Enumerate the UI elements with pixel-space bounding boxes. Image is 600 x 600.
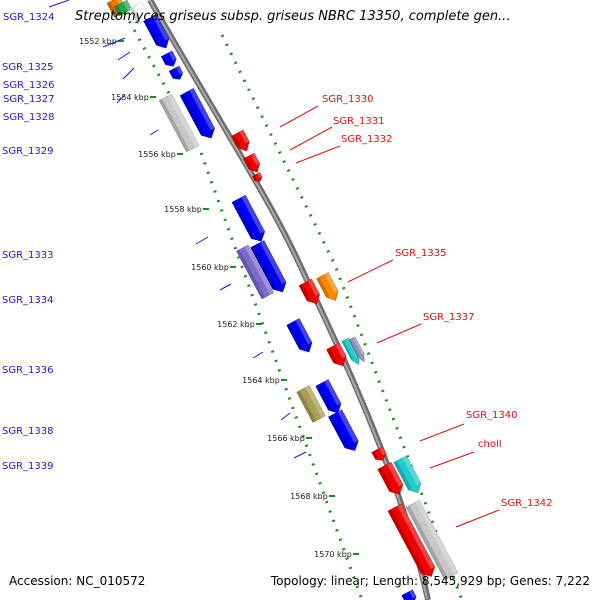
- gene-feature-sgr1328[interactable]: [158, 93, 200, 153]
- gene-label-sgr_1336[interactable]: SGR_1336: [2, 365, 54, 376]
- gene-feature-sgr1340[interactable]: [377, 461, 406, 497]
- callout-leader: [280, 412, 291, 421]
- scale-tick-label: 1570 kbp: [314, 550, 352, 559]
- gene-feature-sgr1324-partial[interactable]: [129, 1, 151, 25]
- gene-label-sgr_1340[interactable]: SGR_1340: [466, 410, 518, 421]
- callout-leader: [122, 67, 135, 80]
- callout-leader: [252, 351, 264, 359]
- gene-label-sgr_1331[interactable]: SGR_1331: [333, 116, 385, 127]
- scale-tick-label: 1558 kbp: [164, 205, 202, 214]
- gene-feature-sgr1340a[interactable]: [371, 446, 388, 463]
- scale-tick-label: 1562 kbp: [217, 320, 255, 329]
- gene-label-sgr_1333[interactable]: SGR_1333: [2, 250, 54, 261]
- gene-feature-sgr1337a[interactable]: [326, 342, 350, 369]
- callout-leader: [102, 37, 126, 48]
- gene-label-sgr_1324[interactable]: SGR_1324: [3, 12, 55, 23]
- gene-label-sgr_1327[interactable]: SGR_1327: [3, 94, 55, 105]
- gene-feature-sgr1342a[interactable]: [387, 503, 438, 580]
- callout-leader: [295, 145, 341, 164]
- gene-feature-bottom-partial[interactable]: [401, 589, 418, 600]
- topology-text: Topology: linear; Length: 8,545,929 bp; …: [270, 574, 590, 588]
- callout-leader: [376, 323, 422, 344]
- gene-label-sgr_1337[interactable]: SGR_1337: [423, 312, 475, 323]
- callout-leader: [117, 51, 131, 61]
- callout-leader: [48, 0, 70, 8]
- callout-leader: [347, 259, 394, 283]
- gene-feature-sgr1342[interactable]: [405, 499, 459, 581]
- callout-leader: [279, 105, 319, 128]
- gene-label-sgr_1335[interactable]: SGR_1335: [395, 248, 447, 259]
- gene-feature-sgr1326[interactable]: [161, 50, 178, 69]
- gene-feature-choli[interactable]: [393, 455, 424, 496]
- callout-leader: [289, 126, 333, 151]
- gene-label-sgr_1330[interactable]: SGR_1330: [322, 94, 374, 105]
- scale-tick-label: 1554 kbp: [111, 93, 149, 102]
- track-guide-dots: [116, 0, 364, 600]
- callout-leader: [293, 451, 307, 459]
- scale-tick-label: 1556 kbp: [138, 150, 176, 159]
- gene-label-sgr_1326[interactable]: SGR_1326: [3, 80, 55, 91]
- gene-label-sgr_1338[interactable]: SGR_1338: [2, 426, 54, 437]
- callout-leader: [219, 283, 232, 291]
- gene-callouts: SGR_1324 SGR_1325 SGR_1326 SGR_1327 SGR_1328…: [2, 0, 553, 528]
- gene-feature-sgr1331[interactable]: [243, 152, 262, 175]
- gene-feature-sgr1338[interactable]: [296, 385, 326, 423]
- scale-tick-label: 1560 kbp: [191, 263, 229, 272]
- gene-features: [106, 0, 459, 600]
- scale-tick-label: 1552 kbp: [79, 37, 117, 46]
- gene-feature-sgr1329[interactable]: [179, 88, 218, 142]
- gene-feature-sgr1336[interactable]: [286, 318, 315, 356]
- gene-feature-sgr1334[interactable]: [236, 244, 274, 300]
- gene-feature-sgr1330[interactable]: [231, 129, 253, 154]
- scale-tick-label: 1564 kbp: [242, 376, 280, 385]
- gene-feature-sgr1335[interactable]: [316, 272, 342, 304]
- gene-feature-sgr1338b[interactable]: [315, 379, 344, 417]
- gene-feature-sgr1332[interactable]: [252, 172, 264, 184]
- callout-leader: [195, 236, 209, 245]
- callout-leader: [419, 423, 465, 442]
- gene-feature-sgr1335a[interactable]: [298, 278, 323, 307]
- callout-leader: [149, 129, 159, 136]
- map-title: Streptomyces griseus subsp. griseus NBRC…: [75, 9, 511, 24]
- gene-feature-sgr1337b[interactable]: [348, 336, 367, 363]
- accession-text: Accession: NC_010572: [9, 574, 146, 588]
- gene-label-sgr_1328[interactable]: SGR_1328: [3, 112, 55, 123]
- scale-tick-label: 1568 kbp: [290, 492, 328, 501]
- scale-ruler: 1552 kbp 1554 kbp 1556 kbp 1558 kbp 1560 kbp…: [79, 37, 359, 559]
- gene-label-sgr_1325[interactable]: SGR_1325: [2, 62, 54, 73]
- callout-leader: [455, 509, 500, 528]
- gene-label-sgr_1332[interactable]: SGR_1332: [341, 134, 393, 145]
- callout-leader: [429, 451, 475, 469]
- gene-label-sgr_1329[interactable]: SGR_1329: [2, 146, 54, 157]
- gene-label-sgr_1339[interactable]: SGR_1339: [2, 461, 54, 472]
- gene-label-sgr_1334[interactable]: SGR_1334: [2, 295, 54, 306]
- gene-feature-sgr1325[interactable]: [143, 14, 172, 52]
- callout-leader: [116, 94, 126, 104]
- gene-feature-sgr1327[interactable]: [168, 65, 184, 82]
- scale-tick-label: 1566 kbp: [267, 434, 305, 443]
- gene-feature-sgr1339[interactable]: [328, 409, 362, 454]
- gene-feature-sgr1334b[interactable]: [250, 240, 290, 296]
- gene-feature-sgr1333[interactable]: [231, 194, 268, 244]
- gene-label-sgr_1342[interactable]: SGR_1342: [501, 498, 553, 509]
- gene-label-choli[interactable]: cholI: [478, 439, 502, 450]
